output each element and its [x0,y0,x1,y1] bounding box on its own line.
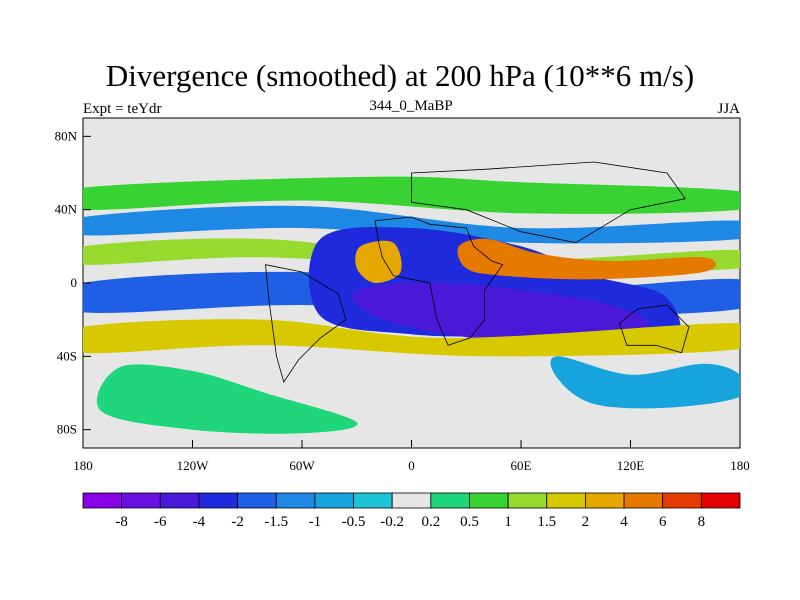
run-label: 344_0_MaBP [369,98,453,114]
contour-region-10 [550,356,740,409]
colorbar-box-12 [546,492,586,509]
contour-region-8 [457,238,717,280]
x-tick-label-5: 120E [617,458,645,473]
x-tick-label-0: 180 [73,458,93,473]
colorbar-box-2 [159,492,200,509]
coastline-0 [374,216,504,346]
experiment-label: Expt = teYdr [83,101,162,117]
colorbar-box-11 [507,492,548,509]
y-tick-label-4: 80S [57,422,77,437]
x-tick-label-6: 180 [730,458,750,473]
coastline-2 [619,304,690,354]
colorbar-label-11: 1.5 [537,514,556,530]
contour-region-9 [96,364,358,434]
colorbar-box-10 [469,492,509,509]
colorbar-label-4: -1.5 [264,514,288,530]
colorbar-label-8: 0.2 [421,514,440,530]
coastline-1 [265,264,347,383]
colorbar-label-1: -6 [154,514,167,530]
x-tick-label-4: 60E [511,458,532,473]
coastline-3 [411,161,686,244]
colorbar-label-9: 0.5 [460,514,479,530]
colorbar-label-12: 2 [582,514,590,530]
colorbar-box-9 [430,492,470,509]
colorbar-label-10: 1 [504,514,512,530]
chart-title: Divergence (smoothed) at 200 hPa (10**6 … [105,58,695,93]
y-tick-label-3: 40S [57,348,77,363]
contour-region-6 [83,319,740,357]
coastline-layer [265,161,690,383]
y-tick-label-0: 80N [55,128,78,143]
colorbar-box-8 [391,492,432,509]
colorbar-label-3: -2 [231,514,244,530]
colorbar-label-6: -0.5 [342,514,366,530]
contour-region-5 [352,282,650,346]
axis-layer: 180 120W 60W 0 60E 120E 180 80N 40N 0 40S 80S [55,128,750,473]
colorbar-label-14: 6 [659,514,667,530]
colorbar-box-3 [198,492,238,509]
y-tick-label-1: 40N [55,202,78,217]
colorbar-box-5 [275,492,316,509]
y-tick-label-2: 0 [71,275,78,290]
colorbar-label-7: -0.2 [380,514,404,530]
x-tick-label-1: 120W [177,458,210,473]
contour-region-7 [355,240,402,284]
colorbar-box-7 [353,492,393,509]
colorbar: -8 -6 -4 -2 -1.5 -1 -0.5 -0.2 0.2 0.5 1 1.5 2 4 6 8 [82,492,741,530]
colorbar-box-13 [585,492,625,509]
colorbar-box-14 [623,492,664,509]
colorbar-box-6 [314,492,354,509]
colorbar-label-15: 8 [698,514,706,530]
colorbar-box-15 [662,492,702,509]
contour-region-1 [83,205,740,244]
x-tick-label-3: 0 [408,458,415,473]
colorbar-label-0: -8 [115,514,128,530]
x-tick-label-2: 60W [289,458,315,473]
colorbar-box-0 [82,492,123,509]
colorbar-box-4 [237,492,277,509]
colorbar-box-16 [700,492,741,509]
colorbar-label-13: 4 [620,514,628,530]
colorbar-label-2: -4 [193,514,206,530]
colorbar-label-5: -1 [309,514,322,530]
season-label: JJA [717,101,740,117]
colorbar-box-1 [121,492,161,509]
